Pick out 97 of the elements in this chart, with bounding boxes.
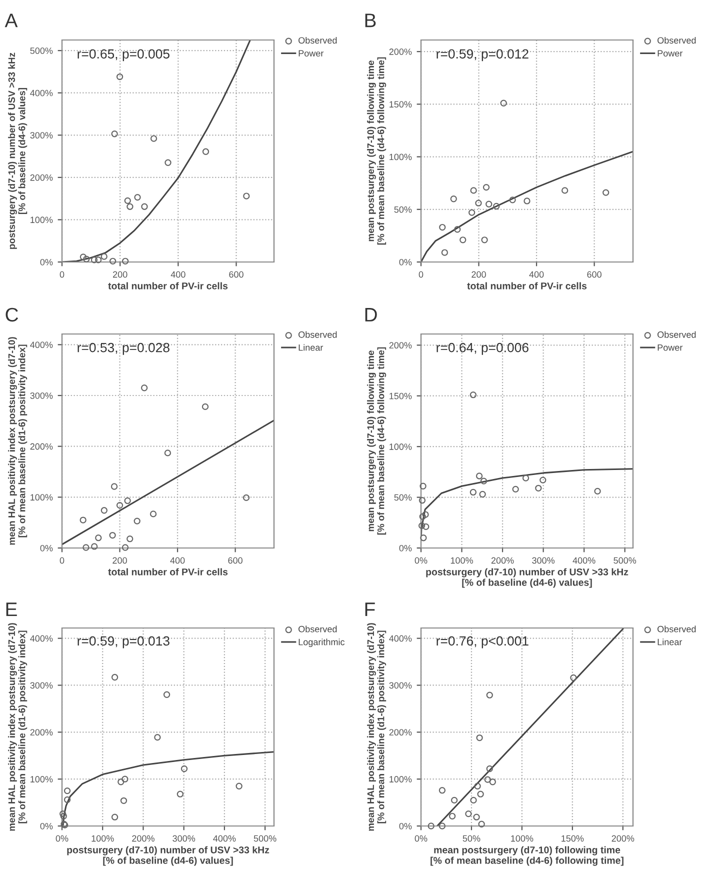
x-tick-label: 100% bbox=[511, 835, 534, 842]
y-tick-label: 100% bbox=[30, 494, 53, 501]
chart-title: B bbox=[365, 14, 376, 28]
y-tick-label: 400% bbox=[30, 342, 53, 348]
y-tick-label: 300% bbox=[30, 682, 53, 689]
y-tick-label: 200% bbox=[30, 174, 53, 181]
line-series bbox=[421, 468, 633, 536]
x-tick-label: 200 bbox=[113, 271, 128, 278]
y-tick-label: 100% bbox=[390, 154, 412, 160]
y-tick-label: 200% bbox=[30, 443, 53, 450]
annotation: r=0.59, p=0.012 bbox=[436, 49, 528, 62]
x-tick-label: 200 bbox=[112, 557, 127, 564]
y-tick-label: 400% bbox=[30, 90, 53, 96]
y-tick-label: 300% bbox=[389, 682, 412, 689]
x-axis-title: mean postsurgery (d7-10) following time [% of mean baseline (d4-6) following time] bbox=[430, 846, 624, 866]
y-tick-label: 500% bbox=[30, 48, 53, 54]
x-tick-label: 300% bbox=[532, 557, 555, 564]
chart-title: F bbox=[365, 602, 375, 616]
y-tick-label: 0% bbox=[40, 258, 53, 266]
legend-label: Linear bbox=[658, 638, 682, 646]
annotation: r=0.64, p=0.006 bbox=[436, 342, 528, 355]
x-tick-label: 150% bbox=[562, 835, 584, 842]
y-tick-label: 200% bbox=[389, 342, 412, 349]
x-axis-title: postsurgery (d7-10) number of USV >33 kHz [% of baseline (d4-6) values] bbox=[67, 846, 270, 866]
x-axis-title: total number of PV-ir cells bbox=[108, 568, 228, 576]
x-tick-label: 400 bbox=[170, 557, 185, 564]
y-axis-title: postsurgery (d7-10) number of USV >33 kHz [% of baseline (d4-6) values] bbox=[8, 52, 28, 249]
legend-label: Linear bbox=[298, 344, 324, 351]
x-tick-label: 400% bbox=[213, 835, 236, 842]
x-axis-title: total number of PV-ir cells bbox=[467, 282, 587, 290]
x-tick-label: 400% bbox=[572, 557, 596, 564]
y-tick-label: 0% bbox=[40, 822, 53, 830]
legend-label: Observed bbox=[658, 331, 696, 338]
y-tick-label: 150% bbox=[390, 392, 412, 400]
legend-label: Observed bbox=[298, 626, 337, 632]
y-tick-label: 0% bbox=[399, 822, 412, 830]
legend-label: Power bbox=[658, 50, 683, 57]
y-tick-label: 200% bbox=[30, 729, 53, 736]
x-tick-label: 0 bbox=[60, 271, 64, 278]
x-tick-label: 100% bbox=[92, 835, 114, 842]
y-tick-label: 400% bbox=[30, 635, 53, 642]
legend-label: Logarithmic bbox=[298, 638, 345, 648]
y-axis-title: mean HAL positivity index postsurgery (d7-10) [% of mean baseline (d1-6) positivity index] bbox=[8, 623, 28, 831]
legend-label: Observed bbox=[298, 331, 337, 338]
x-tick-label: 0 bbox=[60, 557, 64, 564]
chart-title: C bbox=[6, 308, 18, 322]
legend-label: Observed bbox=[298, 36, 337, 44]
y-tick-label: 100% bbox=[30, 776, 53, 782]
y-tick-label: 200% bbox=[389, 729, 412, 736]
y-tick-label: 0% bbox=[399, 258, 412, 266]
y-tick-label: 150% bbox=[390, 101, 412, 108]
y-tick-label: 0% bbox=[40, 544, 53, 552]
y-tick-label: 400% bbox=[389, 635, 412, 642]
y-tick-label: 100% bbox=[30, 216, 53, 224]
x-tick-label: 400 bbox=[529, 271, 544, 278]
y-tick-label: 50% bbox=[394, 494, 412, 501]
y-tick-label: 300% bbox=[30, 392, 53, 399]
x-tick-label: 50% bbox=[462, 835, 480, 842]
x-tick-label: 0% bbox=[414, 557, 428, 564]
x-tick-label: 200% bbox=[491, 557, 514, 564]
x-tick-label: 0 bbox=[418, 271, 424, 278]
y-axis-title: mean HAL positivity index postsurgery (d7-10) [% of mean baseline (d1-6) positivity index] bbox=[8, 337, 28, 545]
y-tick-label: 300% bbox=[30, 132, 53, 139]
annotation: r=0.59, p=0.013 bbox=[78, 636, 170, 648]
y-tick-label: 100% bbox=[390, 444, 412, 450]
y-axis-title: mean postsurgery (d7-10) following time [% of mean baseline (d4-6) following time] bbox=[367, 57, 386, 245]
chart-title: E bbox=[6, 602, 17, 616]
annotation: r=0.65, p=0.005 bbox=[78, 49, 170, 62]
x-tick-label: 300% bbox=[172, 835, 196, 842]
x-tick-label: 500% bbox=[614, 557, 636, 564]
x-tick-label: 0% bbox=[414, 835, 428, 842]
legend-label: Power bbox=[658, 344, 683, 351]
x-axis-title: postsurgery (d7-10) number of USV >33 kHz [% of baseline (d4-6) values] bbox=[426, 568, 628, 588]
x-tick-label: 200 bbox=[472, 271, 486, 278]
legend-label: Observed bbox=[658, 36, 696, 44]
x-axis-title: total number of PV-ir cells bbox=[108, 282, 228, 290]
x-tick-label: 600 bbox=[228, 557, 242, 564]
legend-label: Power bbox=[298, 50, 324, 57]
x-tick-label: 600 bbox=[587, 271, 602, 278]
y-tick-label: 0% bbox=[399, 544, 412, 552]
y-tick-label: 100% bbox=[390, 776, 412, 782]
chart-title: A bbox=[4, 14, 18, 28]
annotation: r=0.53, p=0.028 bbox=[78, 342, 170, 355]
x-tick-label: 200% bbox=[132, 835, 154, 842]
y-axis-title: mean postsurgery (d7-10) following time [% of mean baseline (d4-6) following time] bbox=[367, 347, 386, 535]
annotation: r=0.76, p<0.001 bbox=[436, 636, 528, 648]
legend-label: Observed bbox=[658, 626, 696, 632]
chart-title: D bbox=[365, 308, 377, 322]
x-tick-label: 100% bbox=[450, 557, 473, 564]
x-tick-label: 200% bbox=[612, 835, 634, 842]
x-tick-label: 500% bbox=[254, 835, 276, 842]
x-tick-label: 600 bbox=[229, 271, 244, 278]
y-tick-label: 200% bbox=[389, 48, 412, 55]
y-tick-label: 50% bbox=[394, 206, 412, 213]
y-axis-title: mean HAL positivity index postsurgery (d7-10) [% of mean baseline (d1-6) positivity index] bbox=[367, 623, 386, 831]
x-tick-label: 400 bbox=[170, 271, 186, 278]
x-tick-label: 0% bbox=[56, 835, 68, 842]
